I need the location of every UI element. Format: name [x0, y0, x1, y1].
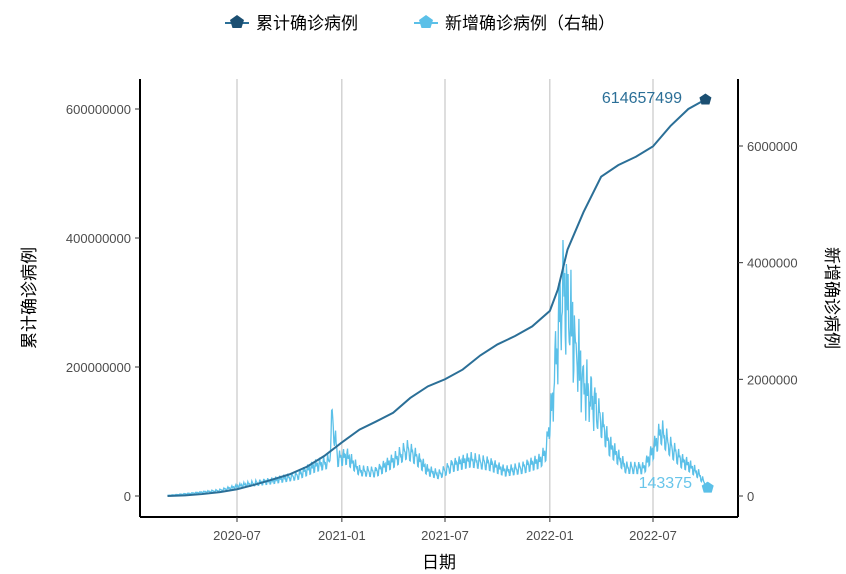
axes: [139, 79, 739, 518]
x-tick-label: 2022-07: [629, 528, 677, 543]
cumulative-last-point: [699, 93, 712, 105]
y-left-tick-label: 400000000: [66, 231, 131, 246]
annotation-daily-last: 143375: [639, 475, 692, 492]
x-tick-label: 2021-07: [421, 528, 469, 543]
y-right-tick-label: 4000000: [747, 256, 798, 271]
legend-label-cumulative: 累计确诊病例: [256, 14, 358, 34]
x-axis-title: 日期: [422, 553, 456, 573]
annotation-cumulative-last: 614657499: [602, 90, 682, 107]
legend-key-daily: [414, 15, 438, 28]
x-tick-label: 2020-07: [213, 528, 261, 543]
y-right-tick-label: 0: [747, 489, 754, 504]
x-gridlines: [236, 79, 654, 516]
legend-label-daily: 新增确诊病例（右轴）: [445, 14, 615, 34]
x-tick-label: 2021-01: [318, 528, 366, 543]
tick-labels: 2020-07 2021-01 2021-07 2022-01 2022-07 0 2000…: [66, 102, 798, 543]
daily-last-point: [701, 481, 714, 493]
y-left-tick-label: 600000000: [66, 102, 131, 117]
daily-series: [167, 240, 714, 497]
y-left-tick-label: 0: [124, 489, 131, 504]
y-left-tick-label: 200000000: [66, 360, 131, 375]
y-right-tick-label: 6000000: [747, 139, 798, 154]
x-tick-label: 2022-01: [526, 528, 574, 543]
cumulative-series: [167, 93, 712, 497]
y-axis-left-title: 累计确诊病例: [20, 247, 40, 349]
cumulative-line: [167, 98, 706, 497]
y-right-tick-label: 2000000: [747, 372, 798, 387]
legend: 累计确诊病例 新增确诊病例（右轴）: [225, 14, 615, 34]
daily-line: [167, 240, 709, 497]
y-axis-right-title: 新增确诊病例: [821, 247, 841, 349]
legend-key-cumulative: [225, 15, 249, 28]
